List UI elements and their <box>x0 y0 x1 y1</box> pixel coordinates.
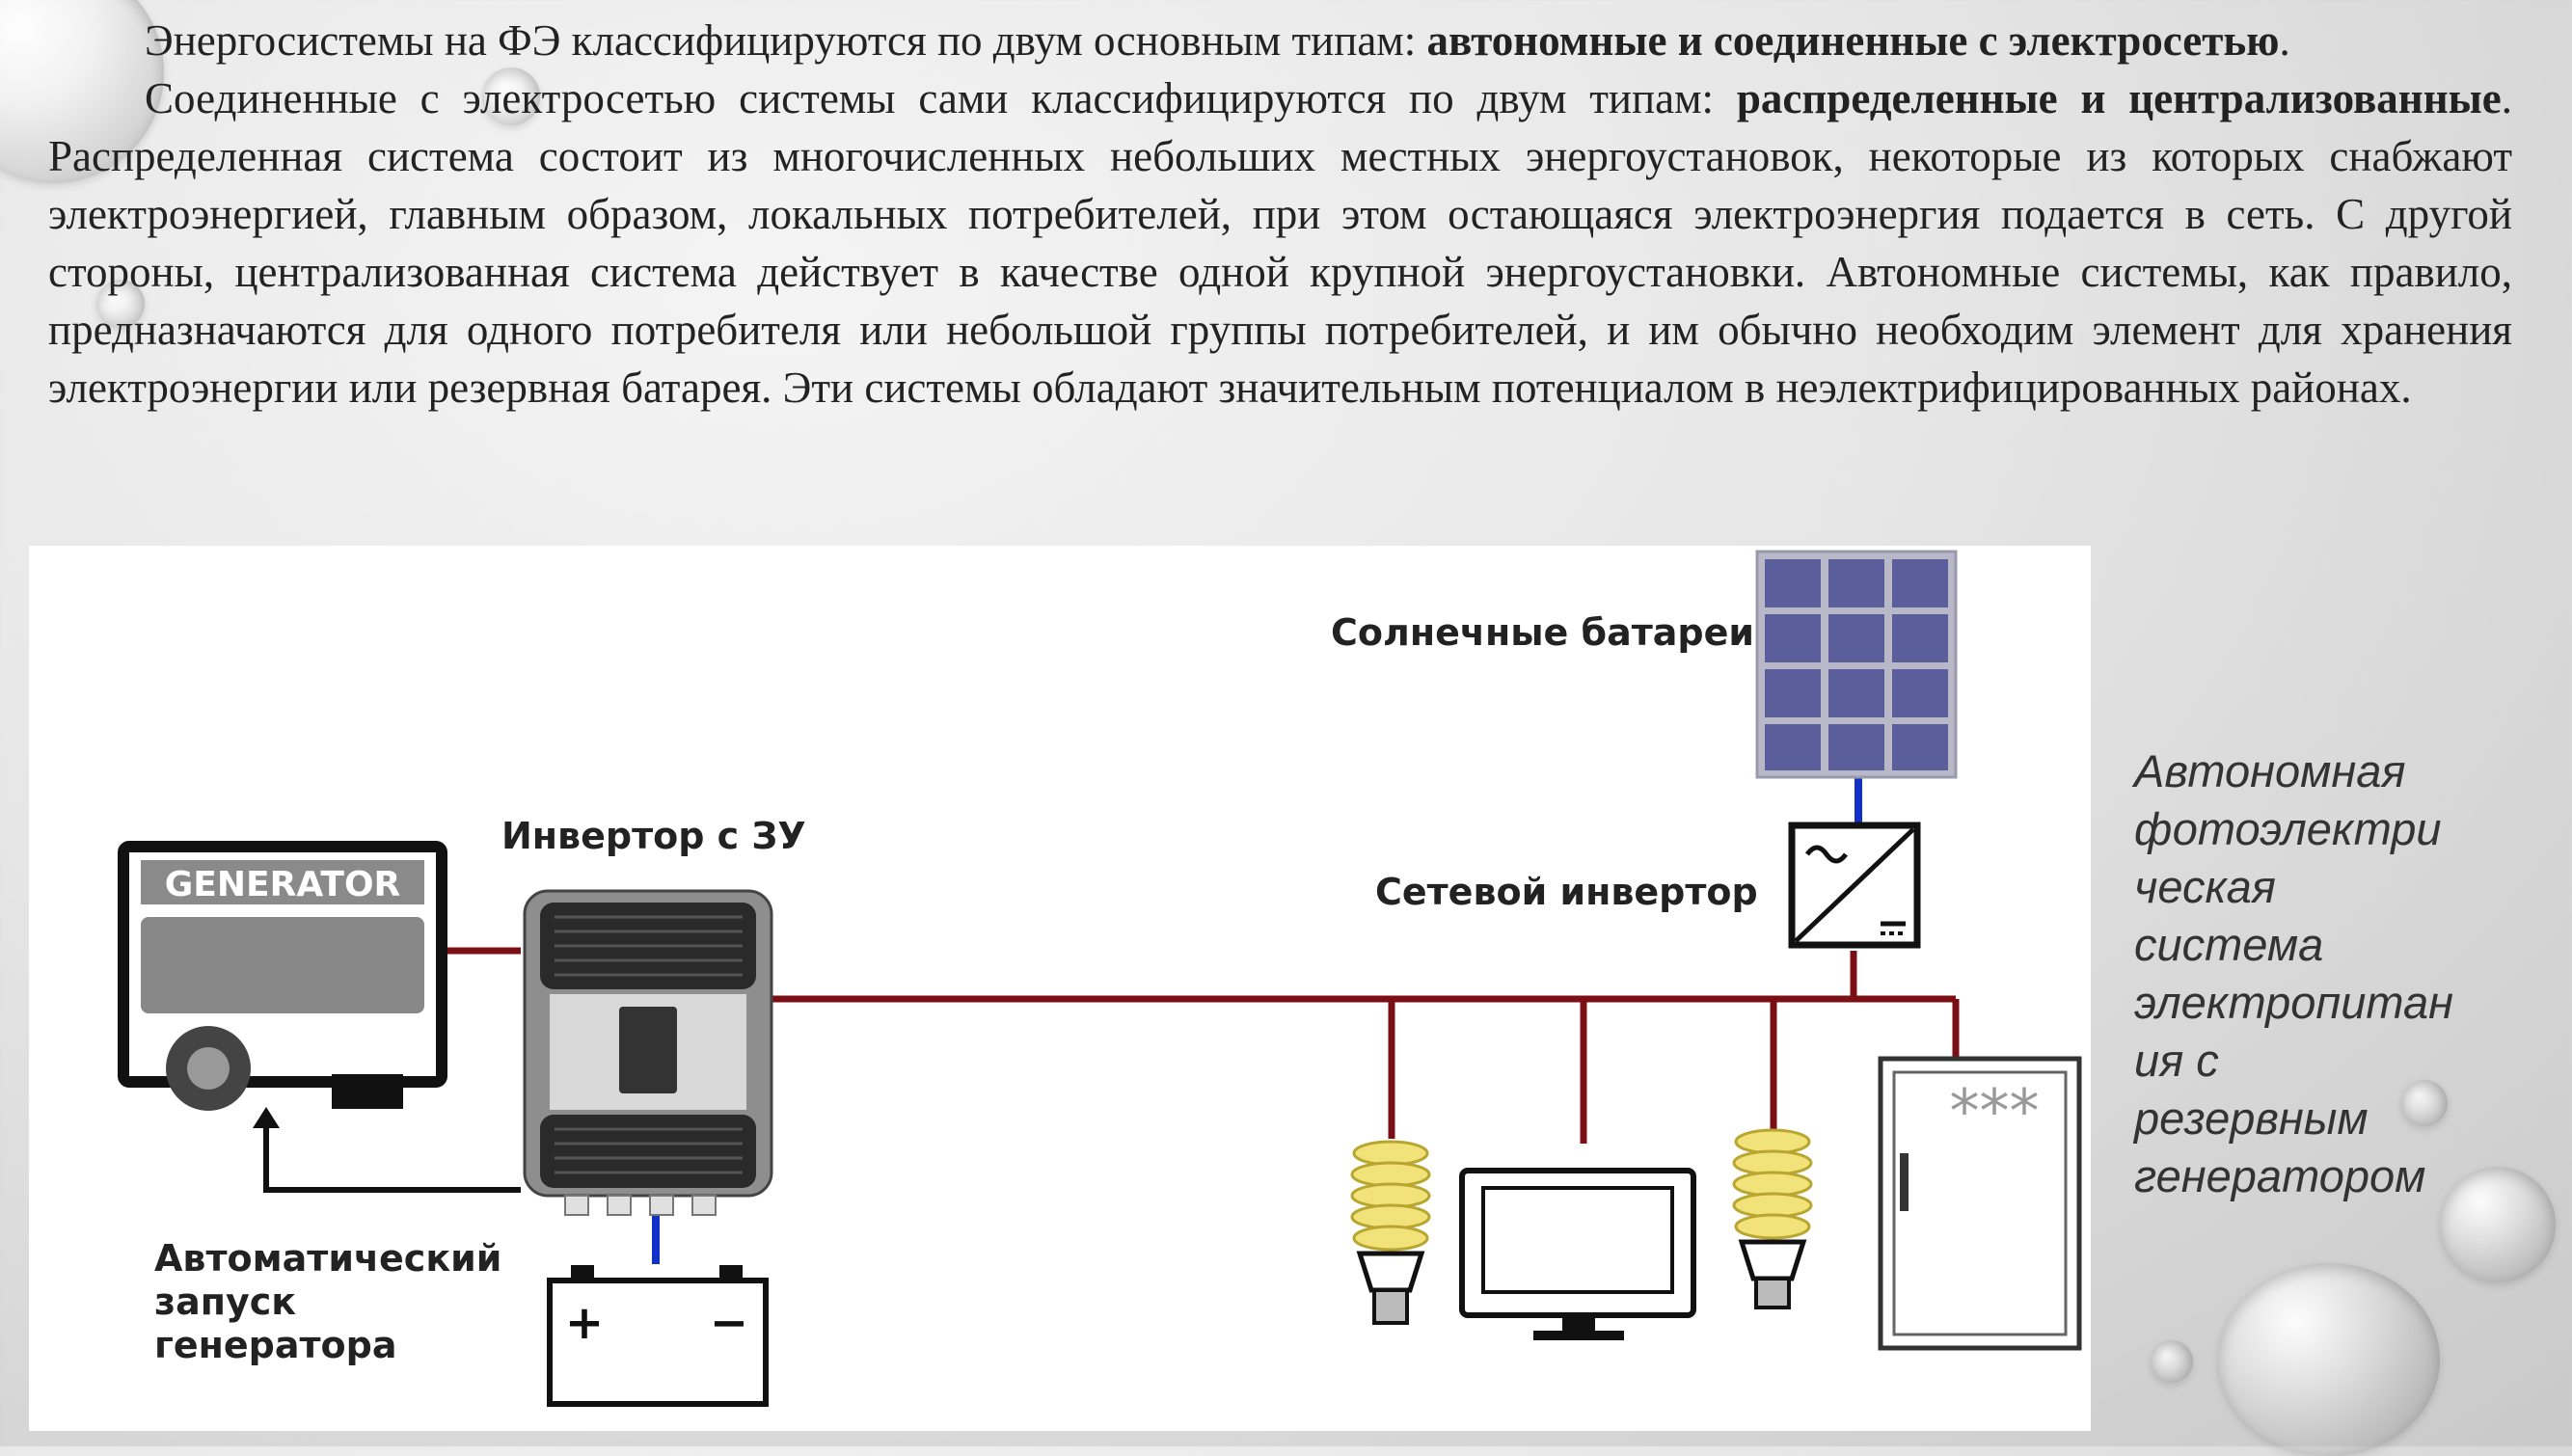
grid-inverter-icon <box>1788 822 1921 949</box>
p1-end: . <box>2279 16 2290 65</box>
p2-bold: распределенные и централизованные <box>1736 74 2502 122</box>
inverter-charger-label: Инвертор с ЗУ <box>501 815 806 857</box>
diagram-svg: GENERATOR Инвертор с ЗУ <box>118 550 2082 1407</box>
caption-line: система <box>2134 919 2324 970</box>
fridge-frost-marks: *** <box>1950 1076 2040 1146</box>
p1-bold: автономные и соединенные с электросетью <box>1426 16 2280 65</box>
pv-system-diagram: GENERATOR Инвертор с ЗУ <box>29 546 2091 1431</box>
solar-label: Солнечные батареи <box>1331 611 1754 654</box>
generator-icon <box>118 841 447 1111</box>
paragraph-2: Соединенные с электросетью системы сами … <box>48 69 2512 417</box>
auto-start-label-1: Автоматический <box>154 1237 501 1280</box>
caption-line: электропитан <box>2134 977 2453 1028</box>
description-text: Энергосистемы на ФЭ классифицируются по … <box>48 12 2512 417</box>
ac-bus-wiring <box>439 947 1960 1144</box>
solar-panel-icon <box>1755 550 1958 779</box>
caption-line: резервным <box>2134 1092 2369 1144</box>
auto-start-label-2: запуск <box>154 1281 296 1323</box>
auto-start-label-3: генератора <box>154 1324 396 1366</box>
caption-line: фотоэлектри <box>2134 803 2442 854</box>
caption-line: ческая <box>2134 861 2276 912</box>
caption-line: ия с <box>2134 1035 2219 1086</box>
battery-plus-label: + <box>565 1296 604 1350</box>
p2-text: Соединенные с электросетью системы сами … <box>145 74 1737 122</box>
arrow-head-icon <box>253 1107 280 1128</box>
inverter-charger-icon <box>523 889 773 1216</box>
water-drop-decoration <box>2218 1263 2440 1456</box>
generator-label: GENERATOR <box>165 865 401 904</box>
p2-end: . Распределенная система состоит из мног… <box>48 74 2512 412</box>
energy-saving-lamp-icon <box>1732 1128 1813 1309</box>
energy-saving-lamp-icon <box>1350 1140 1431 1325</box>
p1-text: Энергосистемы на ФЭ классифицируются по … <box>145 16 1427 65</box>
paragraph-1: Энергосистемы на ФЭ классифицируются по … <box>48 12 2512 69</box>
water-drop-decoration <box>96 280 145 328</box>
battery-icon <box>547 1265 769 1407</box>
water-drop-decoration <box>2401 1080 2448 1126</box>
water-drop-decoration <box>2440 1167 2556 1282</box>
grid-inverter-label: Сетевой инвертор <box>1375 871 1758 913</box>
battery-minus-label: − <box>710 1296 748 1350</box>
auto-start-arrow <box>263 1124 521 1193</box>
water-drop-decoration <box>2151 1340 2193 1383</box>
television-icon <box>1459 1168 1696 1340</box>
diagram-caption: Автономная фотоэлектри ческая система эл… <box>2134 742 2539 1205</box>
caption-line: генератором <box>2134 1150 2426 1201</box>
refrigerator-icon <box>1878 1056 2082 1351</box>
caption-line: Автономная <box>2134 745 2406 796</box>
water-drop-decoration <box>482 67 540 125</box>
